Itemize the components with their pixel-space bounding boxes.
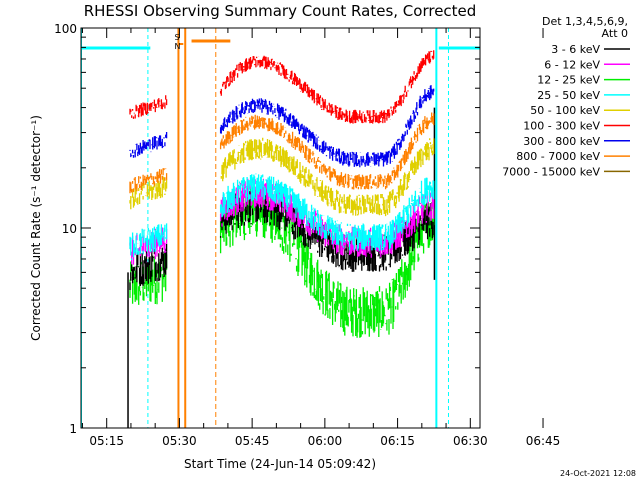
x-tick-label: 06:00 [308, 434, 343, 448]
x-tick-label: 05:45 [235, 434, 270, 448]
axes: 1 10 100 05:15 05:30 05:45 06:00 06:15 06:30 06:4… [54, 22, 560, 448]
legend-header: Att 0 [602, 27, 628, 40]
series-50-100-keV [129, 137, 435, 217]
y-tick-label: 1 [69, 422, 77, 436]
legend-label: 12 - 25 keV [537, 74, 600, 87]
x-tick-label: 06:30 [453, 434, 488, 448]
plot-area: SN [81, 28, 480, 428]
chart-title: RHESSI Observing Summary Count Rates, Co… [84, 2, 477, 20]
series-25-50-keV [129, 173, 435, 261]
legend-header: Det 1,3,4,5,6,9, [542, 15, 628, 28]
y-tick-label: 100 [54, 22, 77, 36]
y-tick-label: 10 [62, 222, 77, 236]
legend-label: 3 - 6 keV [551, 43, 600, 56]
legend-label: 25 - 50 keV [537, 89, 600, 102]
x-tick-label: 05:15 [89, 434, 124, 448]
x-axis-label: Start Time (24-Jun-14 05:09:42) [184, 457, 376, 471]
legend-label: 100 - 300 keV [523, 120, 600, 133]
legend-label: 300 - 800 keV [523, 135, 600, 148]
series-trace [129, 173, 435, 261]
legend-label: 7000 - 15000 keV [502, 165, 600, 178]
y-axis-label: Corrected Count Rate (s⁻¹ detector⁻¹) [29, 115, 43, 341]
footer-date: 24-Oct-2021 12:08 [560, 469, 636, 478]
legend-label: 6 - 12 keV [544, 58, 600, 71]
series-800-7000-keV [129, 112, 435, 194]
series-trace [129, 85, 435, 168]
legend-label: 800 - 7000 keV [516, 150, 600, 163]
x-tick-label: 06:45 [526, 434, 561, 448]
plot-clip-group [81, 28, 480, 428]
annotation-n: N [174, 42, 180, 51]
x-tick-label: 06:15 [380, 434, 415, 448]
annotation-s: S [174, 33, 179, 42]
legend: Det 1,3,4,5,6,9,Att 03 - 6 keV 6 - 12 keV… [502, 15, 630, 178]
x-tick-label: 05:30 [162, 434, 197, 448]
series-300-800-keV [129, 85, 435, 168]
series-trace [129, 137, 435, 217]
series-trace [129, 112, 435, 194]
legend-label: 50 - 100 keV [530, 104, 600, 117]
